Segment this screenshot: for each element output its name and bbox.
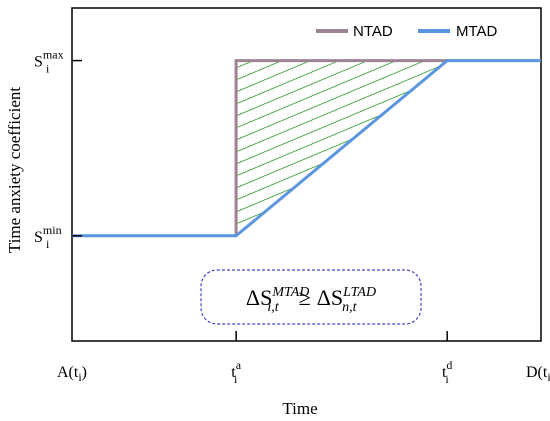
hatch-line [236, 94, 448, 193]
shaded-region [226, 0, 457, 421]
annotation-formula: ΔSMTAD i,t ≥ ΔSLTAD n,t [246, 285, 376, 315]
hatch-line [236, 118, 448, 217]
hatch-line [226, 335, 457, 421]
y-tick-label: Smax i [34, 48, 64, 76]
formula-lhs-sup: MTAD [271, 285, 309, 300]
hatch-line [226, 0, 457, 24]
hatch-line [236, 190, 448, 236]
hatch-line [236, 60, 448, 97]
hatch-line [236, 60, 448, 85]
legend: NTAD MTAD [316, 23, 498, 40]
hatch-line [236, 142, 448, 236]
annotation: ΔSMTAD i,t ≥ ΔSLTAD n,t [200, 269, 422, 325]
hatch-line [236, 60, 448, 145]
y-axis-label: Time anxiety coefficient [5, 87, 24, 253]
hatch-line [236, 178, 448, 236]
hatch-line [236, 60, 448, 109]
x-tick-label: D(ti) [526, 364, 550, 384]
hatch-line [236, 60, 448, 157]
hatch-line [236, 154, 448, 236]
y-tick-label: Smin i [34, 223, 62, 251]
hatch-line [236, 60, 448, 121]
series-line-mtad [72, 59, 541, 238]
hatch-line [236, 106, 448, 205]
series-line-ntad [234, 59, 448, 236]
formula-lhs-base: ΔS [246, 285, 272, 310]
hatch-line [236, 70, 448, 169]
plot-frame [71, 7, 542, 342]
x-tick-label: A(ti) [57, 364, 87, 384]
formula-op: ≥ [299, 285, 311, 310]
hatch-line [236, 82, 448, 181]
x-tick-label: ta i [231, 358, 241, 386]
hatch-line [226, 0, 457, 12]
hatch-line [226, 323, 457, 420]
legend-label-ntad: NTAD [353, 23, 393, 40]
hatch-line [226, 0, 457, 48]
formula-rhs-base: ΔS [317, 285, 343, 310]
annotation-box [200, 269, 422, 325]
formula-rhs-sup: LTAD [342, 285, 376, 300]
formula-lhs-sub: i,t [267, 300, 279, 315]
formula-rhs-sub: n,t [342, 300, 358, 315]
x-tick-label: td i [442, 358, 452, 386]
hatch-line [236, 60, 448, 133]
x-axis-label: Time [282, 399, 317, 418]
legend-label-mtad: MTAD [456, 23, 498, 40]
hatch-line [226, 311, 457, 408]
